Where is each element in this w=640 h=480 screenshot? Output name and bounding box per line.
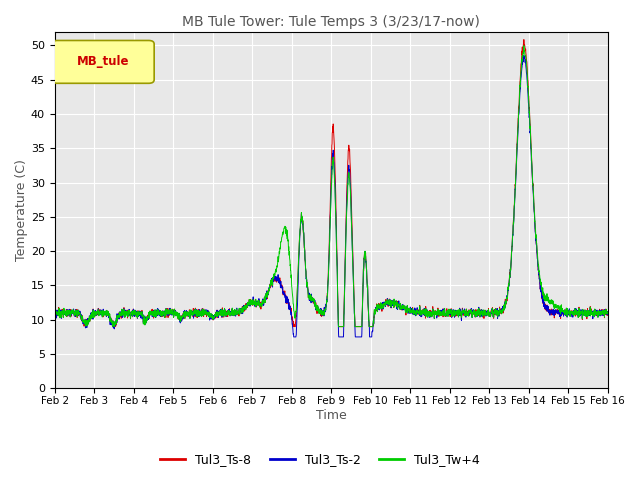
Tul3_Ts-8 <box>385 296 393 302</box>
Tul3_Tw+4 <box>300 239 308 245</box>
Tul3_Ts-8 <box>51 308 58 314</box>
Tul3_Tw+4 <box>520 43 528 48</box>
Tul3_Ts-2 <box>385 300 393 305</box>
Tul3_Ts-8 <box>604 309 611 314</box>
Tul3_Ts-8 <box>257 301 264 307</box>
Line: Tul3_Ts-2: Tul3_Ts-2 <box>54 55 607 337</box>
Tul3_Tw+4 <box>109 324 116 329</box>
Tul3_Ts-8 <box>506 275 514 281</box>
Line: Tul3_Tw+4: Tul3_Tw+4 <box>54 46 607 326</box>
Text: MB_tule: MB_tule <box>77 55 129 68</box>
Tul3_Ts-2 <box>520 52 528 58</box>
Tul3_Ts-8 <box>600 309 608 315</box>
Title: MB Tule Tower: Tule Temps 3 (3/23/17-now): MB Tule Tower: Tule Temps 3 (3/23/17-now… <box>182 15 480 29</box>
Tul3_Ts-2 <box>506 275 514 281</box>
Y-axis label: Temperature (C): Temperature (C) <box>15 159 28 261</box>
Line: Tul3_Ts-8: Tul3_Ts-8 <box>54 39 607 326</box>
Tul3_Tw+4 <box>51 307 58 312</box>
Tul3_Ts-2 <box>600 307 608 312</box>
Tul3_Ts-2 <box>486 310 494 315</box>
Tul3_Tw+4 <box>385 297 393 303</box>
Tul3_Ts-8 <box>300 241 308 247</box>
Legend: Tul3_Ts-8, Tul3_Ts-2, Tul3_Tw+4: Tul3_Ts-8, Tul3_Ts-2, Tul3_Tw+4 <box>155 448 485 471</box>
Tul3_Ts-2 <box>51 307 58 313</box>
Tul3_Ts-2 <box>300 239 308 244</box>
Tul3_Tw+4 <box>506 274 514 280</box>
Tul3_Ts-2 <box>604 311 611 316</box>
Tul3_Tw+4 <box>486 311 494 316</box>
X-axis label: Time: Time <box>316 409 346 422</box>
Tul3_Ts-2 <box>257 302 264 308</box>
Tul3_Ts-8 <box>520 36 528 42</box>
Tul3_Tw+4 <box>600 308 608 313</box>
Tul3_Ts-8 <box>110 324 118 329</box>
Tul3_Ts-8 <box>486 310 494 315</box>
Tul3_Tw+4 <box>604 309 611 315</box>
Tul3_Ts-2 <box>290 334 298 340</box>
Tul3_Tw+4 <box>257 302 264 308</box>
FancyBboxPatch shape <box>52 40 154 84</box>
